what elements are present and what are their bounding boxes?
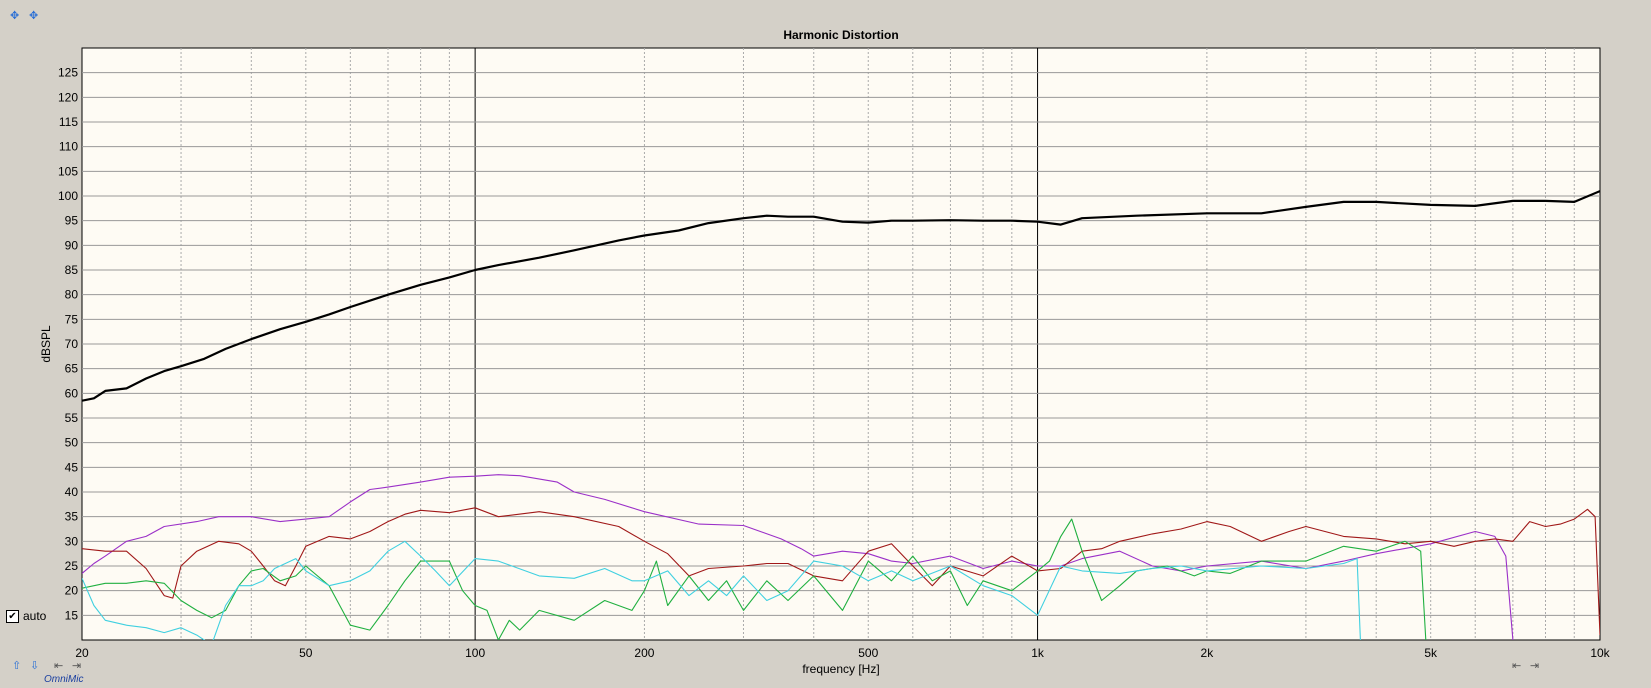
- x-tick-label: 500: [858, 646, 878, 660]
- y-tick-label: 75: [65, 312, 79, 326]
- expand-range-icon[interactable]: ⇥: [1530, 659, 1540, 672]
- y-tick-label: 35: [65, 510, 79, 524]
- x-tick-label: 200: [634, 646, 654, 660]
- brand-label: OmniMic: [44, 674, 84, 685]
- x-tick-label: 2k: [1201, 646, 1215, 660]
- series-line-1: [82, 474, 1514, 640]
- y-tick-label: 70: [65, 337, 79, 351]
- y-tick-label: 95: [65, 214, 79, 228]
- x-axis-label: frequency [Hz]: [802, 662, 879, 676]
- x-tick-label: 1k: [1031, 646, 1045, 660]
- chart-title: Harmonic Distortion: [783, 28, 898, 42]
- series-line-0: [82, 190, 1600, 402]
- y-tick-label: 50: [65, 436, 79, 450]
- series-line-4: [82, 540, 1361, 640]
- series-line-3: [82, 518, 1427, 640]
- y-tick-label: 120: [58, 90, 78, 104]
- y-tick-label: 90: [65, 238, 79, 252]
- y-tick-label: 100: [58, 189, 78, 203]
- scroll-down-icon[interactable]: ⇩: [30, 659, 40, 672]
- zoom-icon[interactable]: ✥: [29, 9, 39, 22]
- y-tick-label: 110: [59, 140, 78, 154]
- y-tick-label: 65: [65, 362, 79, 376]
- scroll-up-icon[interactable]: ⇧: [12, 659, 22, 672]
- y-tick-label: 45: [65, 460, 79, 474]
- y-tick-label: 80: [65, 288, 79, 302]
- x-tick-label: 50: [299, 646, 313, 660]
- y-tick-label: 25: [65, 559, 79, 573]
- y-tick-label: 125: [58, 66, 78, 80]
- shrink-range-icon[interactable]: ⇤: [1512, 659, 1522, 672]
- y-tick-label: 30: [65, 534, 79, 548]
- auto-checkbox[interactable]: ✔ auto: [6, 609, 46, 623]
- shrink-horizontal-icon[interactable]: ⇤: [54, 659, 64, 672]
- y-tick-label: 60: [65, 386, 79, 400]
- y-tick-label: 20: [65, 584, 79, 598]
- move-icon[interactable]: ✥: [10, 9, 20, 22]
- y-tick-label: 55: [65, 411, 79, 425]
- x-tick-label: 10k: [1590, 646, 1610, 660]
- y-axis-label: dBSPL: [39, 325, 53, 363]
- y-tick-label: 40: [65, 485, 79, 499]
- y-tick-label: 115: [59, 115, 78, 129]
- y-tick-label: 85: [65, 263, 79, 277]
- expand-horizontal-icon[interactable]: ⇥: [72, 659, 82, 672]
- x-tick-label: 20: [75, 646, 89, 660]
- y-tick-label: 105: [58, 164, 78, 178]
- x-tick-label: 100: [465, 646, 485, 660]
- auto-check-mark[interactable]: ✔: [6, 609, 19, 623]
- y-tick-label: 15: [65, 608, 79, 622]
- auto-label: auto: [23, 609, 47, 623]
- x-tick-label: 5k: [1424, 646, 1438, 660]
